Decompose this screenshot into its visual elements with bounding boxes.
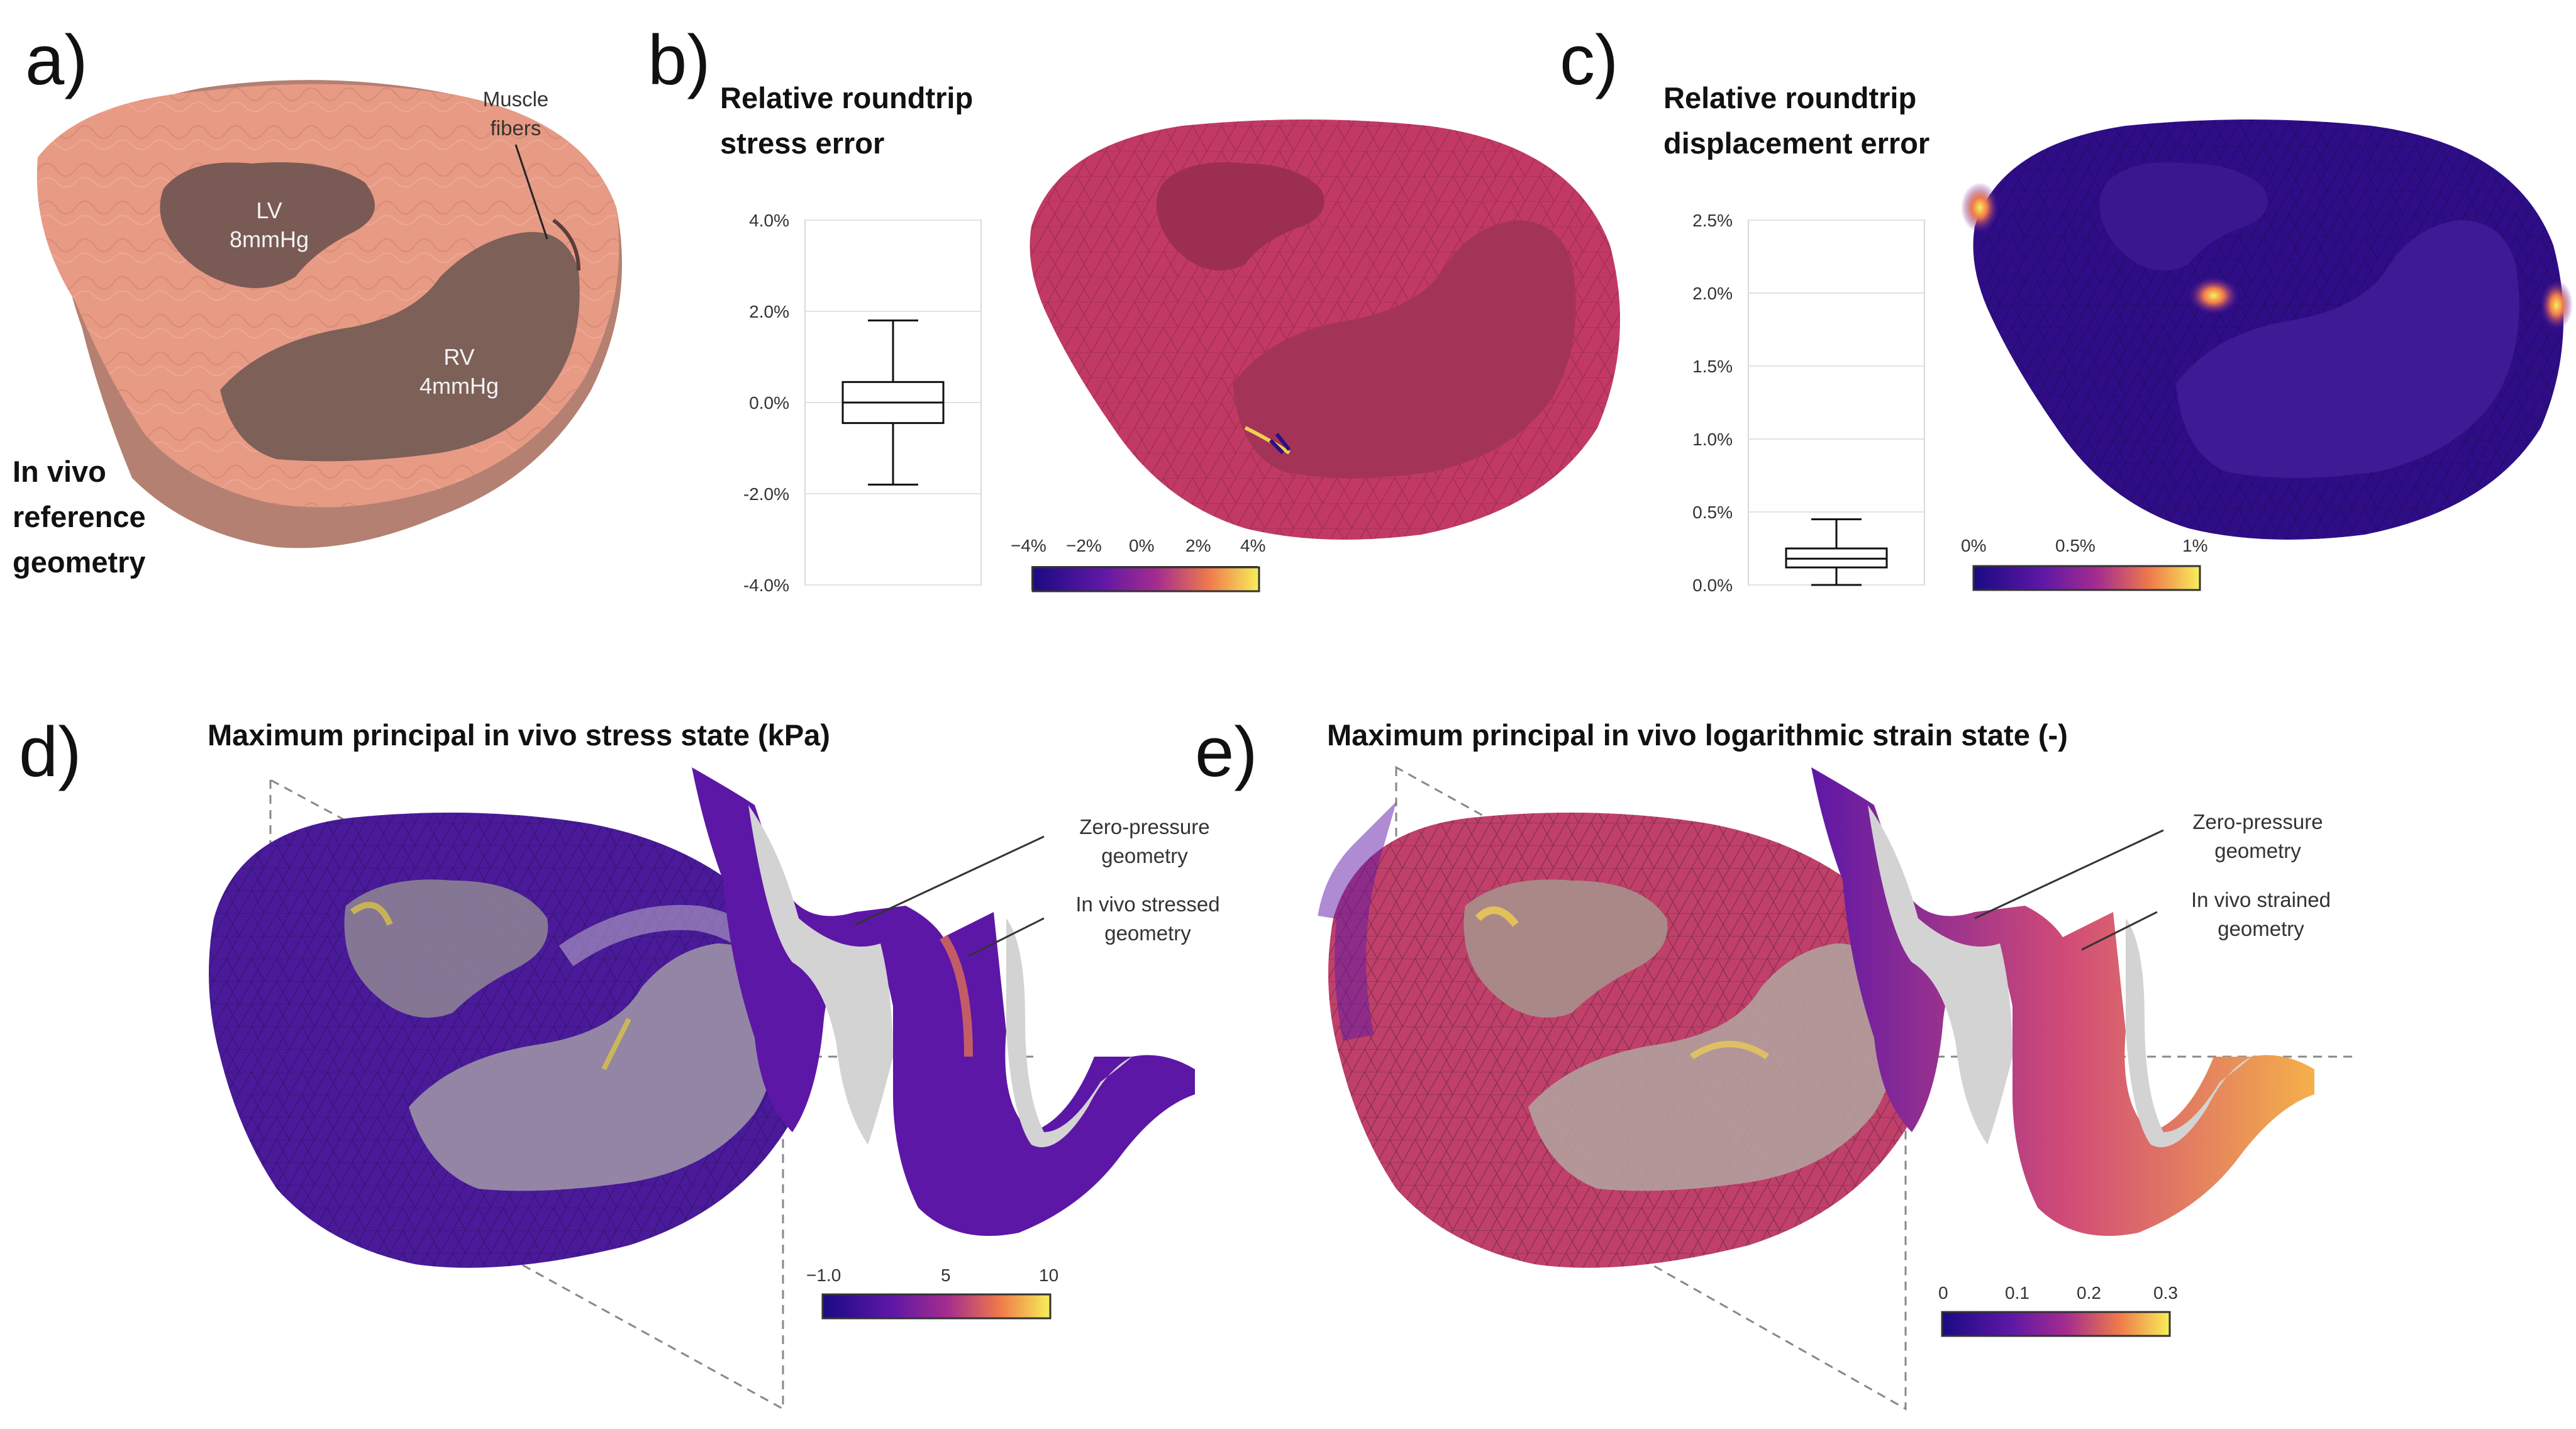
d-cbar-tick: 5 (941, 1265, 951, 1285)
b-cbar-tick: −2% (1066, 536, 1102, 555)
c-cbar-tick: 0.5% (2055, 536, 2096, 555)
heart-reference-geometry (36, 80, 623, 548)
b-ytick-label: 2.0% (749, 302, 789, 321)
c-ytick-label: 1.0% (1692, 430, 1733, 449)
b-ytick-label: -2.0% (743, 484, 789, 504)
panel-e-title: Maximum principal in vivo logarithmic st… (1327, 718, 2068, 752)
e-strained-annotation: In vivo strained geometry (2191, 888, 2331, 940)
stress-error-boxplot: 4.0% 2.0% 0.0% -2.0% -4.0% (743, 211, 982, 595)
muscle-fibers-annotation: Muscle fibers (482, 87, 549, 140)
d-zero-pressure-annotation: Zero-pressure geometry (1079, 815, 1210, 867)
c-cbar-tick: 1% (2182, 536, 2208, 555)
e-cbar-tick: 0 (1938, 1283, 1948, 1303)
c-cbar-tick: 0% (1961, 536, 1987, 555)
stress-error-colorbar (1031, 566, 1260, 592)
lv-label: LV 8mmHg (229, 197, 309, 252)
b-cbar-tick: 4% (1240, 536, 1266, 555)
e-cbar-tick: 0.2 (2077, 1283, 2101, 1303)
strain-state-colorbar (1941, 1311, 2171, 1337)
heart-stress-state (209, 767, 1195, 1411)
c-ytick-label: 0.0% (1692, 575, 1733, 595)
rv-label: RV 4mmHg (419, 344, 499, 399)
panel-d-title: Maximum principal in vivo stress state (… (208, 718, 830, 752)
d-stressed-annotation: In vivo stressed geometry (1075, 892, 1220, 945)
panel-label-d: d) (19, 713, 82, 791)
panel-a-title: In vivo reference geometry (13, 455, 146, 579)
b-ytick-label: 4.0% (749, 211, 789, 230)
heart-stress-error-mesh (1030, 120, 1620, 540)
b-cbar-tick: 0% (1129, 536, 1155, 555)
e-cbar-tick: 0.1 (2005, 1283, 2029, 1303)
heart-displacement-error-field (1961, 120, 2573, 540)
b-ytick-label: 0.0% (749, 393, 789, 413)
panel-label-b: b) (648, 21, 711, 99)
b-cbar-tick: −4% (1011, 536, 1046, 555)
c-ytick-label: 2.5% (1692, 211, 1733, 230)
panel-label-a: a) (25, 21, 88, 99)
heart-strain-state (1318, 765, 2358, 1411)
b-cbar-tick: 2% (1185, 536, 1211, 555)
c-ytick-label: 0.5% (1692, 503, 1733, 522)
stress-state-colorbar (821, 1293, 1052, 1320)
displacement-error-colorbar (1972, 565, 2201, 591)
d-cbar-tick: −1.0 (806, 1265, 841, 1285)
e-zero-pressure-annotation: Zero-pressure geometry (2192, 810, 2323, 862)
e-cbar-tick: 0.3 (2153, 1283, 2178, 1303)
panel-b-title: Relative roundtrip stress error (720, 81, 974, 160)
panel-label-c: c) (1560, 21, 1619, 99)
panel-label-e: e) (1195, 713, 1258, 791)
b-ytick-label: -4.0% (743, 575, 789, 595)
c-ytick-label: 1.5% (1692, 357, 1733, 376)
panel-c-title: Relative roundtrip displacement error (1663, 81, 1930, 160)
d-cbar-tick: 10 (1039, 1265, 1059, 1285)
c-ytick-label: 2.0% (1692, 284, 1733, 303)
displacement-error-boxplot: 2.5% 2.0% 1.5% 1.0% 0.5% 0.0% (1692, 211, 1925, 595)
